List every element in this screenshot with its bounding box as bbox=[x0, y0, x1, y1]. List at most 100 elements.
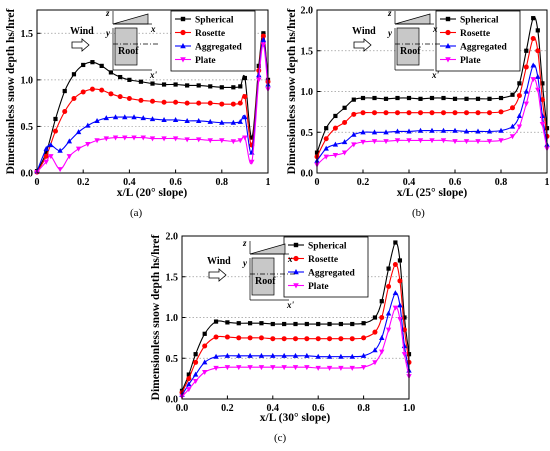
series-rosette bbox=[179, 262, 412, 395]
marker-triangle-up bbox=[304, 352, 310, 358]
marker-square bbox=[202, 331, 207, 336]
marker-circle bbox=[150, 98, 155, 104]
marker-triangle-down bbox=[341, 150, 348, 156]
x-tick-label: 0.4 bbox=[403, 177, 416, 188]
marker-square bbox=[452, 96, 458, 101]
marker-triangle-down bbox=[48, 154, 54, 160]
marker-triangle-down bbox=[315, 365, 321, 371]
marker-circle bbox=[475, 110, 481, 116]
marker-triangle-down bbox=[180, 57, 186, 63]
marker-square bbox=[127, 77, 132, 82]
legend-item: Plate bbox=[440, 56, 481, 66]
marker-triangle-up bbox=[463, 128, 470, 134]
series-spherical bbox=[179, 240, 412, 393]
marker-triangle-up bbox=[247, 352, 253, 358]
marker-triangle-down bbox=[360, 139, 366, 145]
marker-triangle-up bbox=[219, 119, 225, 125]
marker-triangle-down bbox=[326, 365, 333, 371]
y-tick-label: 0.5 bbox=[21, 122, 34, 133]
marker-triangle-down bbox=[258, 365, 265, 371]
series-plate bbox=[314, 77, 550, 168]
marker-circle bbox=[445, 29, 451, 36]
marker-triangle-up bbox=[429, 127, 435, 133]
legend-item: Aggregated bbox=[440, 43, 508, 53]
marker-square bbox=[99, 63, 104, 68]
marker-square bbox=[517, 81, 522, 86]
roof-label: Roof bbox=[400, 46, 421, 57]
marker-circle bbox=[219, 101, 225, 107]
marker-circle bbox=[372, 329, 378, 335]
marker-triangle-down bbox=[498, 138, 504, 144]
marker-square bbox=[379, 299, 384, 304]
marker-circle bbox=[117, 94, 123, 100]
marker-circle bbox=[351, 111, 357, 117]
marker-circle bbox=[80, 89, 86, 95]
marker-triangle-up bbox=[66, 138, 73, 144]
marker-triangle-up bbox=[161, 117, 167, 123]
marker-triangle-up bbox=[172, 117, 179, 123]
marker-triangle-down bbox=[383, 139, 389, 145]
marker-square bbox=[361, 321, 366, 326]
marker-circle bbox=[441, 110, 446, 116]
marker-square bbox=[333, 113, 338, 119]
marker-triangle-down bbox=[242, 135, 248, 141]
panel-label: (b) bbox=[412, 207, 425, 219]
marker-triangle-down bbox=[440, 138, 447, 144]
marker-circle bbox=[523, 64, 529, 70]
marker-circle bbox=[281, 336, 287, 342]
marker-triangle-down bbox=[94, 138, 100, 144]
x-tick-label: 1 bbox=[545, 177, 550, 188]
x-tick-label: 0 bbox=[35, 177, 40, 188]
marker-circle bbox=[498, 109, 504, 115]
y-tick-label: 0.0 bbox=[166, 395, 179, 406]
marker-square bbox=[161, 82, 167, 87]
marker-triangle-down bbox=[535, 87, 541, 93]
roof-slope-profile bbox=[394, 13, 431, 25]
marker-triangle-up bbox=[341, 139, 348, 145]
marker-circle bbox=[395, 110, 400, 116]
marker-square bbox=[535, 28, 540, 33]
legend-label: Plate bbox=[460, 56, 481, 66]
marker-circle bbox=[452, 110, 458, 116]
marker-triangle-up bbox=[379, 334, 385, 340]
legend-item: Spherical bbox=[440, 16, 499, 26]
y-tick-label: 2.0 bbox=[166, 232, 179, 243]
marker-circle bbox=[372, 110, 377, 116]
marker-square bbox=[118, 74, 123, 80]
legend-item: Plate bbox=[288, 282, 329, 292]
marker-square bbox=[350, 321, 355, 327]
marker-triangle-up bbox=[360, 352, 367, 358]
legend-label: Aggregated bbox=[195, 43, 243, 53]
marker-circle bbox=[270, 336, 276, 342]
marker-triangle-up bbox=[258, 352, 265, 358]
legend-label: Spherical bbox=[195, 16, 234, 26]
marker-circle bbox=[293, 255, 299, 262]
wind-arrow-icon bbox=[208, 268, 227, 282]
marker-triangle-up bbox=[372, 347, 378, 353]
marker-circle bbox=[464, 110, 469, 116]
marker-circle bbox=[406, 110, 412, 116]
marker-square bbox=[261, 31, 266, 36]
series-plate bbox=[179, 305, 412, 400]
marker-triangle-down bbox=[186, 387, 192, 393]
x-tick-label: 0.8 bbox=[357, 403, 370, 414]
marker-triangle-up bbox=[385, 310, 392, 316]
marker-circle bbox=[43, 153, 49, 159]
panel-label: (a) bbox=[130, 207, 143, 219]
y-tick-label: 1.0 bbox=[21, 75, 34, 86]
marker-triangle-down bbox=[349, 365, 355, 371]
legend-item: Aggregated bbox=[175, 43, 243, 53]
marker-triangle-up bbox=[349, 353, 355, 359]
x-tick-label: 0.0 bbox=[176, 403, 189, 414]
marker-triangle-down bbox=[57, 167, 63, 173]
legend-label: Aggregated bbox=[308, 269, 356, 279]
marker-triangle-down bbox=[196, 137, 202, 143]
series-aggregated bbox=[314, 62, 550, 163]
marker-triangle-up bbox=[360, 129, 366, 135]
wind-label: Wind bbox=[352, 26, 376, 37]
roof-schematic: Wind z x y Roof x' bbox=[352, 8, 440, 80]
marker-circle bbox=[342, 119, 348, 125]
marker-square bbox=[90, 60, 95, 65]
wind-label: Wind bbox=[70, 26, 94, 37]
